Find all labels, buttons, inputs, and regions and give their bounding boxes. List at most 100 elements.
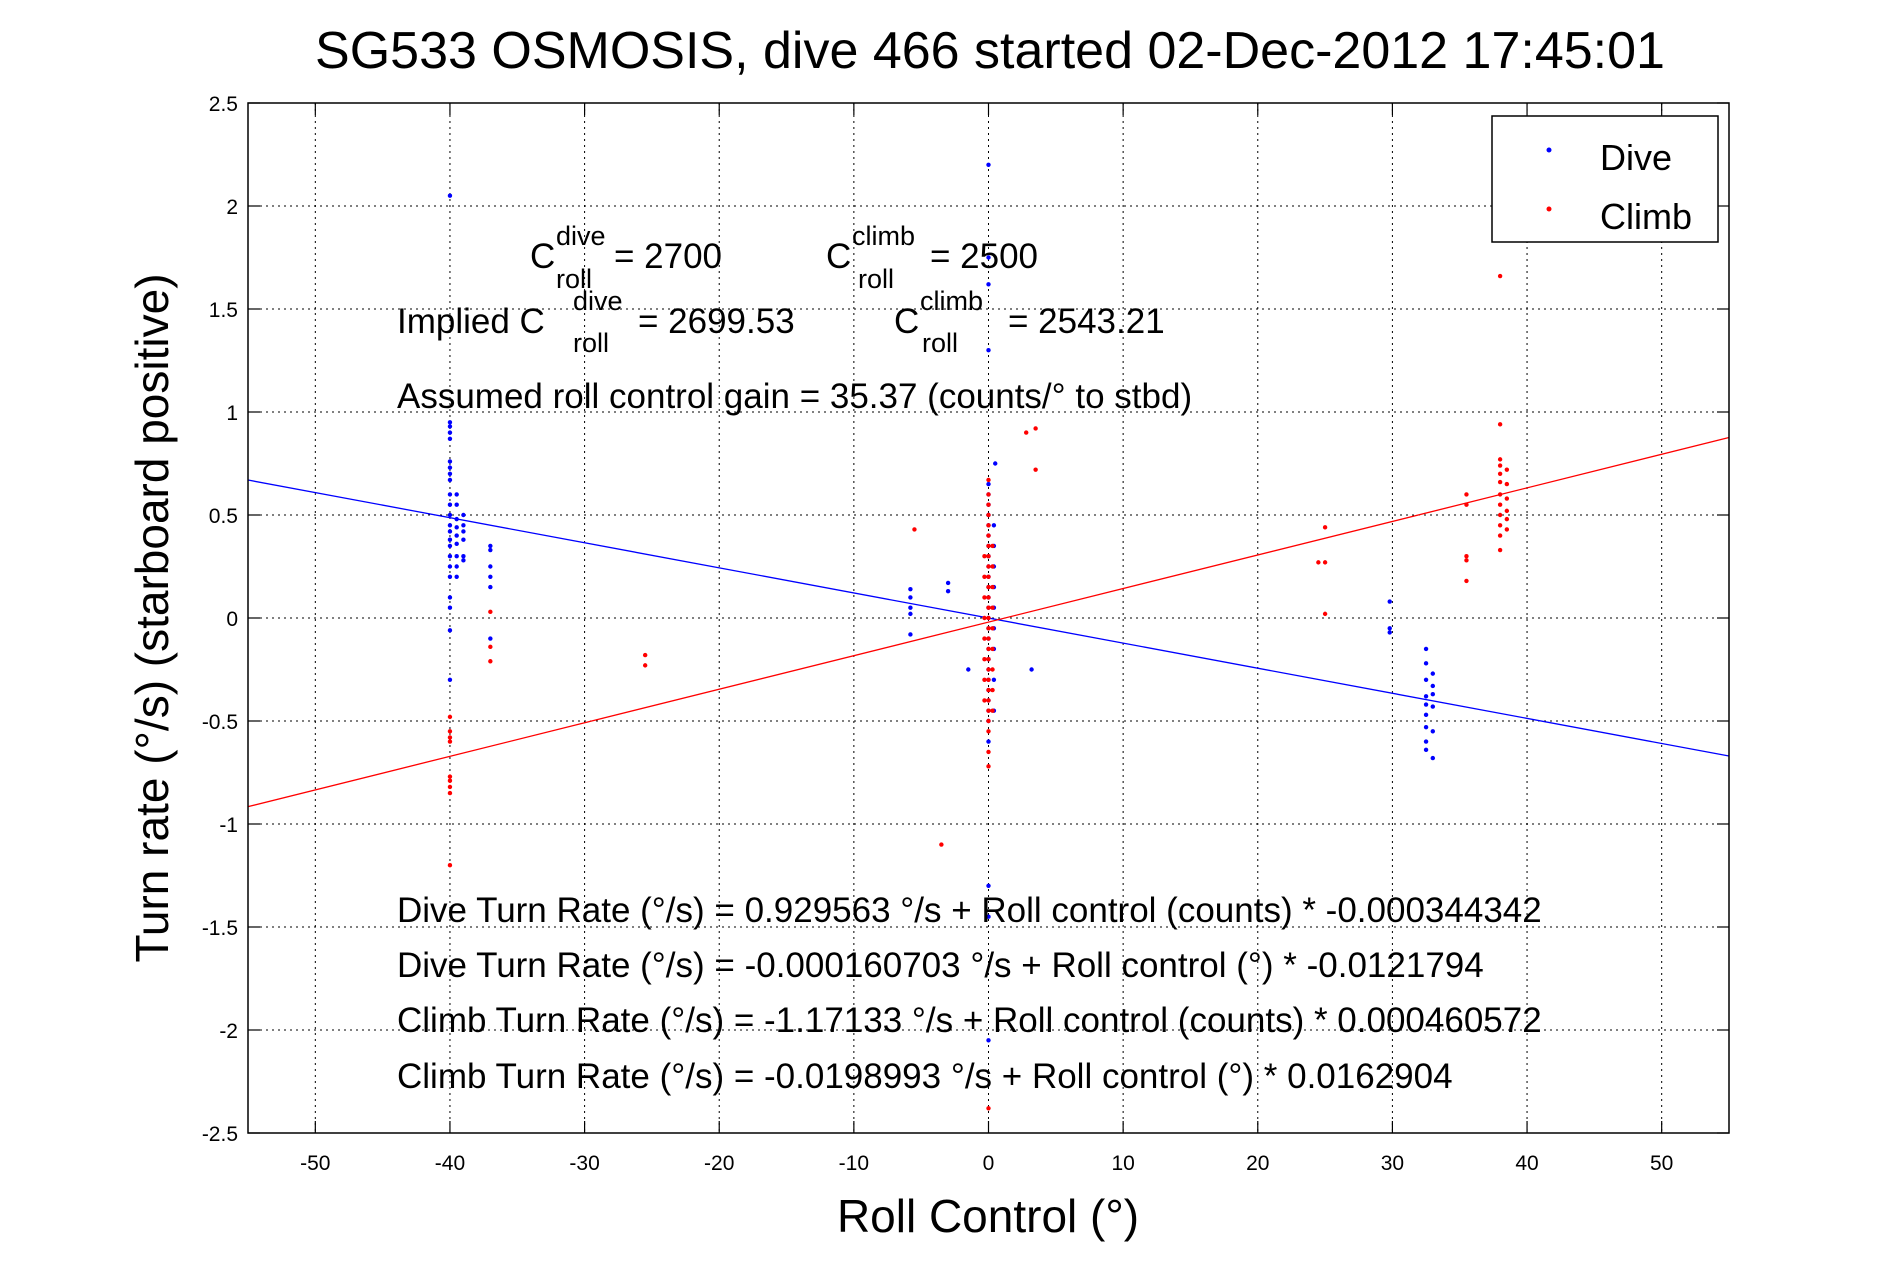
sub-roll: roll — [858, 264, 894, 294]
climb-point — [1497, 273, 1503, 279]
data-points — [447, 162, 1510, 1111]
dive-point — [986, 739, 991, 744]
y-tick-label: 0 — [226, 608, 238, 631]
climb-point — [986, 615, 991, 621]
climb-point — [642, 652, 648, 658]
dive-point — [488, 547, 493, 553]
dive-point — [1387, 630, 1392, 635]
y-tick-label: -2 — [219, 1020, 238, 1043]
climb-point — [1504, 508, 1510, 514]
climb-point — [986, 636, 991, 641]
dive-point — [945, 589, 951, 594]
dive-point — [1423, 739, 1429, 744]
dive-point — [461, 523, 466, 528]
climb-point — [912, 527, 917, 532]
legend-label-climb: Climb — [1600, 196, 1692, 237]
implied-dive-value: = 2699.53 — [638, 302, 795, 341]
dive-point — [991, 523, 997, 528]
dive-point — [1423, 724, 1429, 730]
dive-point — [993, 461, 998, 466]
climb-point — [642, 663, 648, 668]
dive-point — [454, 492, 459, 497]
dive-point — [447, 543, 453, 549]
climb-point — [1504, 527, 1510, 532]
x-tick-label: 20 — [1246, 1152, 1269, 1175]
climb-point — [986, 1106, 991, 1111]
dive-point — [447, 574, 453, 579]
dive-point — [447, 465, 453, 470]
climb-point — [990, 687, 995, 693]
climb-point — [1497, 479, 1503, 485]
climb-point — [986, 502, 991, 507]
sup-climb: climb — [920, 286, 983, 316]
c-letter: C — [826, 237, 851, 276]
y-tick-label: 2 — [226, 196, 238, 219]
climb-point — [1316, 560, 1321, 565]
dive-point — [454, 564, 459, 569]
climb-point — [1497, 463, 1503, 468]
dive-point — [908, 632, 913, 637]
climb-point — [1464, 502, 1469, 507]
climb-point — [986, 554, 991, 559]
x-axis-label: Roll Control (°) — [837, 1190, 1139, 1242]
dive-point — [488, 543, 493, 549]
dive-point — [1430, 755, 1436, 761]
legend-box — [1491, 115, 1719, 243]
climb-point — [488, 659, 493, 664]
dive-point — [1423, 694, 1429, 699]
sup-dive: dive — [556, 221, 606, 251]
dive-point — [986, 162, 991, 167]
chart-title: SG533 OSMOSIS, dive 466 started 02-Dec-2… — [315, 22, 1665, 80]
x-tick-label: -40 — [435, 1152, 465, 1175]
y-tick-label: -1 — [219, 814, 238, 837]
y-tick-label: 0.5 — [209, 505, 238, 528]
dive-point — [908, 605, 913, 610]
dive-point — [447, 502, 453, 507]
climb-point — [488, 609, 493, 615]
climb-point — [982, 698, 987, 703]
climb-point — [990, 667, 995, 672]
legend: Dive Climb — [1491, 115, 1719, 243]
dive-point — [447, 512, 453, 518]
dive-point — [991, 677, 997, 682]
climb-point — [990, 708, 995, 713]
dive-point — [447, 537, 453, 542]
climb-point — [986, 605, 991, 610]
x-tick-label: 30 — [1381, 1152, 1404, 1175]
dive-point — [447, 529, 453, 534]
climb-point — [1504, 467, 1510, 472]
dive-point — [488, 636, 493, 641]
legend-marker-dive — [1546, 147, 1552, 153]
dive-point — [461, 537, 466, 542]
implied-climb-annotation: C climb roll = 2543.21 — [894, 286, 1165, 358]
climb-point — [990, 626, 995, 631]
dive-point — [447, 492, 453, 497]
climb-point — [447, 739, 453, 744]
c-letter: C — [530, 237, 555, 276]
dive-point — [447, 420, 453, 425]
dive-point — [1423, 677, 1429, 682]
climb-point — [982, 677, 987, 682]
dive-point — [986, 255, 991, 260]
dive-point — [454, 574, 459, 579]
dive-point — [488, 574, 493, 579]
climb-point — [1497, 512, 1503, 518]
sub-roll: roll — [573, 328, 609, 358]
y-tick-label: 1 — [226, 402, 238, 425]
climb-point — [986, 677, 991, 682]
c-roll-dive-annotation: C dive roll = 2700 — [530, 221, 722, 294]
climb-point — [1023, 430, 1029, 435]
climb-point — [1497, 422, 1503, 427]
climb-point — [1464, 492, 1469, 497]
climb-point — [1033, 467, 1038, 472]
dive-point — [1423, 712, 1429, 718]
sub-roll: roll — [922, 328, 958, 358]
equation-dive-degrees: Dive Turn Rate (°/s) = -0.000160703 °/s … — [397, 946, 1484, 985]
x-tick-label: 40 — [1515, 1152, 1538, 1175]
dive-point — [986, 1038, 991, 1043]
climb-point — [986, 667, 991, 672]
dive-point — [461, 512, 466, 518]
climb-point — [447, 714, 453, 720]
dive-point — [488, 584, 493, 590]
